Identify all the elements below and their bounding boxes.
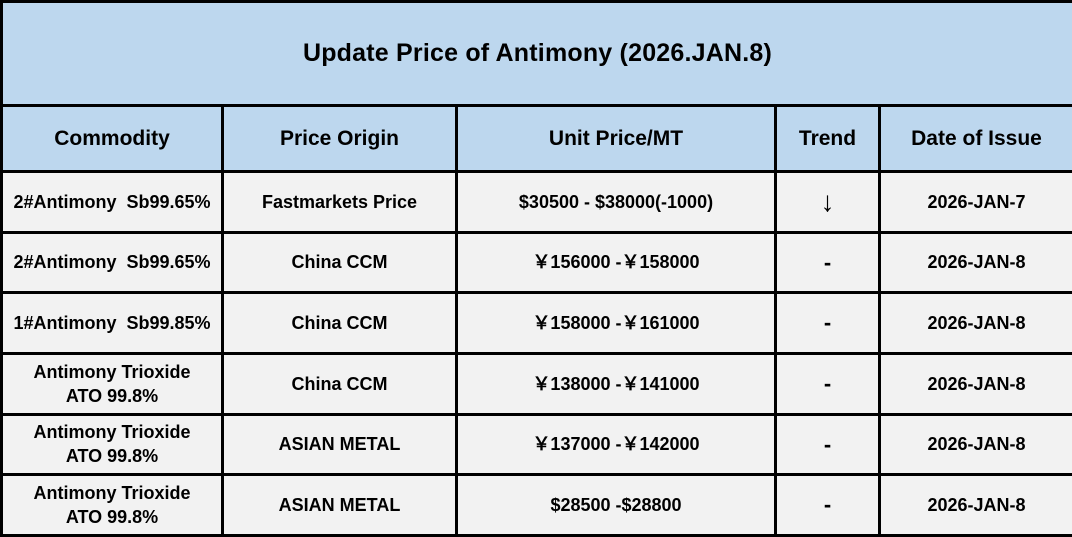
table-row: Antimony Trioxide ATO 99.8% ASIAN METAL … — [0, 473, 1072, 537]
cell-unit-price: ￥137000 -￥142000 — [455, 412, 777, 477]
cell-commodity: Antimony Trioxide ATO 99.8% — [0, 412, 224, 477]
cell-unit-price: $30500 - $38000(-1000) — [455, 170, 777, 234]
page-title: Update Price of Antimony (2026.JAN.8) — [0, 0, 1072, 107]
trend-dash: - — [774, 230, 881, 295]
cell-unit-price: ￥138000 -￥141000 — [455, 351, 777, 416]
cell-unit-price: ￥156000 -￥158000 — [455, 230, 777, 295]
cell-date-of-issue: 2026-JAN-8 — [877, 351, 1072, 416]
cell-commodity: 2#Antimony Sb99.65% — [0, 170, 224, 234]
cell-price-origin: Fastmarkets Price — [221, 170, 458, 234]
cell-commodity: Antimony Trioxide ATO 99.8% — [0, 473, 224, 537]
cell-commodity: 2#Antimony Sb99.65% — [0, 230, 224, 295]
table-row: 1#Antimony Sb99.85% China CCM ￥158000 -￥… — [0, 291, 1072, 355]
trend-dash: - — [774, 351, 881, 416]
cell-price-origin: China CCM — [221, 351, 458, 416]
table-row: Antimony Trioxide ATO 99.8% ASIAN METAL … — [0, 412, 1072, 477]
cell-date-of-issue: 2026-JAN-8 — [877, 230, 1072, 295]
col-header-price-origin: Price Origin — [221, 104, 458, 173]
col-header-date-of-issue: Date of Issue — [877, 104, 1072, 173]
title-row: Update Price of Antimony (2026.JAN.8) — [0, 0, 1072, 107]
trend-dash: - — [774, 291, 881, 355]
table-row: 2#Antimony Sb99.65% Fastmarkets Price $3… — [0, 170, 1072, 234]
cell-commodity: 1#Antimony Sb99.85% — [0, 291, 224, 355]
cell-price-origin: China CCM — [221, 230, 458, 295]
cell-unit-price: ￥158000 -￥161000 — [455, 291, 777, 355]
column-header-row: Commodity Price Origin Unit Price/MT Tre… — [0, 104, 1072, 173]
trend-dash: - — [774, 473, 881, 537]
cell-date-of-issue: 2026-JAN-8 — [877, 291, 1072, 355]
col-header-trend: Trend — [774, 104, 881, 173]
col-header-commodity: Commodity — [0, 104, 224, 173]
cell-date-of-issue: 2026-JAN-8 — [877, 473, 1072, 537]
trend-dash: - — [774, 412, 881, 477]
cell-price-origin: ASIAN METAL — [221, 412, 458, 477]
cell-price-origin: China CCM — [221, 291, 458, 355]
cell-commodity: Antimony Trioxide ATO 99.8% — [0, 351, 224, 416]
table-row: 2#Antimony Sb99.65% China CCM ￥156000 -￥… — [0, 230, 1072, 295]
col-header-unit-price: Unit Price/MT — [455, 104, 777, 173]
trend-down-icon: ↓ — [774, 170, 881, 234]
cell-date-of-issue: 2026-JAN-8 — [877, 412, 1072, 477]
table-row: Antimony Trioxide ATO 99.8% China CCM ￥1… — [0, 351, 1072, 416]
cell-price-origin: ASIAN METAL — [221, 473, 458, 537]
cell-date-of-issue: 2026-JAN-7 — [877, 170, 1072, 234]
cell-unit-price: $28500 -$28800 — [455, 473, 777, 537]
